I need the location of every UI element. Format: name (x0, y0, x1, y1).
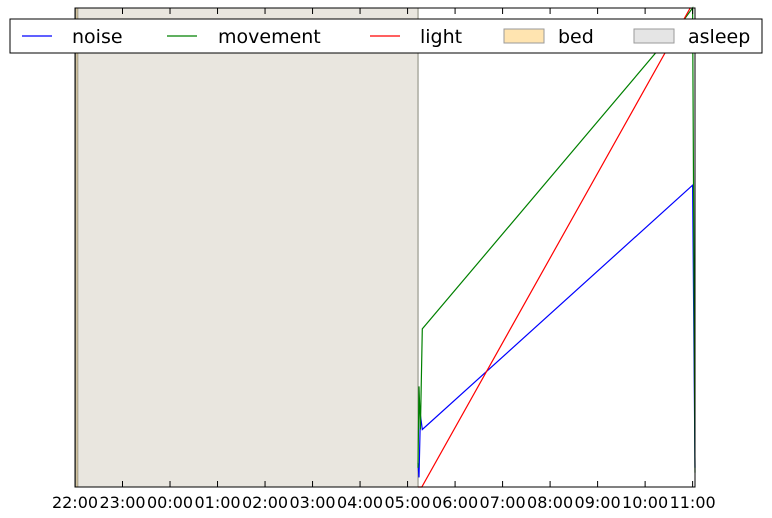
axes-frame (74, 7, 696, 488)
legend-asleep-handle (633, 28, 675, 44)
x-tick-label: 10:00 (622, 493, 668, 512)
x-tick-label: 23:00 (99, 493, 145, 512)
legend: noise movement light bed asleep (9, 18, 763, 54)
legend-bed-label: bed (558, 26, 594, 48)
x-tick-label: 02:00 (242, 493, 288, 512)
x-tick-label: 03:00 (289, 493, 335, 512)
legend-bed-handle (503, 28, 545, 44)
series-noise-line (417, 183, 696, 478)
legend-movement-label: movement (218, 26, 321, 48)
legend-noise-label: noise (72, 26, 123, 48)
x-tick-label: 22:00 (52, 493, 98, 512)
x-tick-label: 06:00 (432, 493, 478, 512)
x-tick-label: 07:00 (480, 493, 526, 512)
x-tick-label: 11:00 (670, 493, 716, 512)
plot-area (74, 6, 696, 488)
x-axis: 22:00 23:00 00:00 01:00 02:00 03:00 04:00 05:00… (52, 8, 716, 512)
span-asleep (77, 7, 419, 488)
legend-asleep-label: asleep (688, 26, 750, 48)
x-tick-label: 04:00 (337, 493, 383, 512)
x-tick-label: 09:00 (575, 493, 621, 512)
x-tick-label: 05:00 (385, 493, 431, 512)
x-tick-label: 08:00 (527, 493, 573, 512)
legend-light-label: light (420, 26, 462, 48)
x-tick-label: 01:00 (194, 493, 240, 512)
x-tick-label: 00:00 (147, 493, 193, 512)
